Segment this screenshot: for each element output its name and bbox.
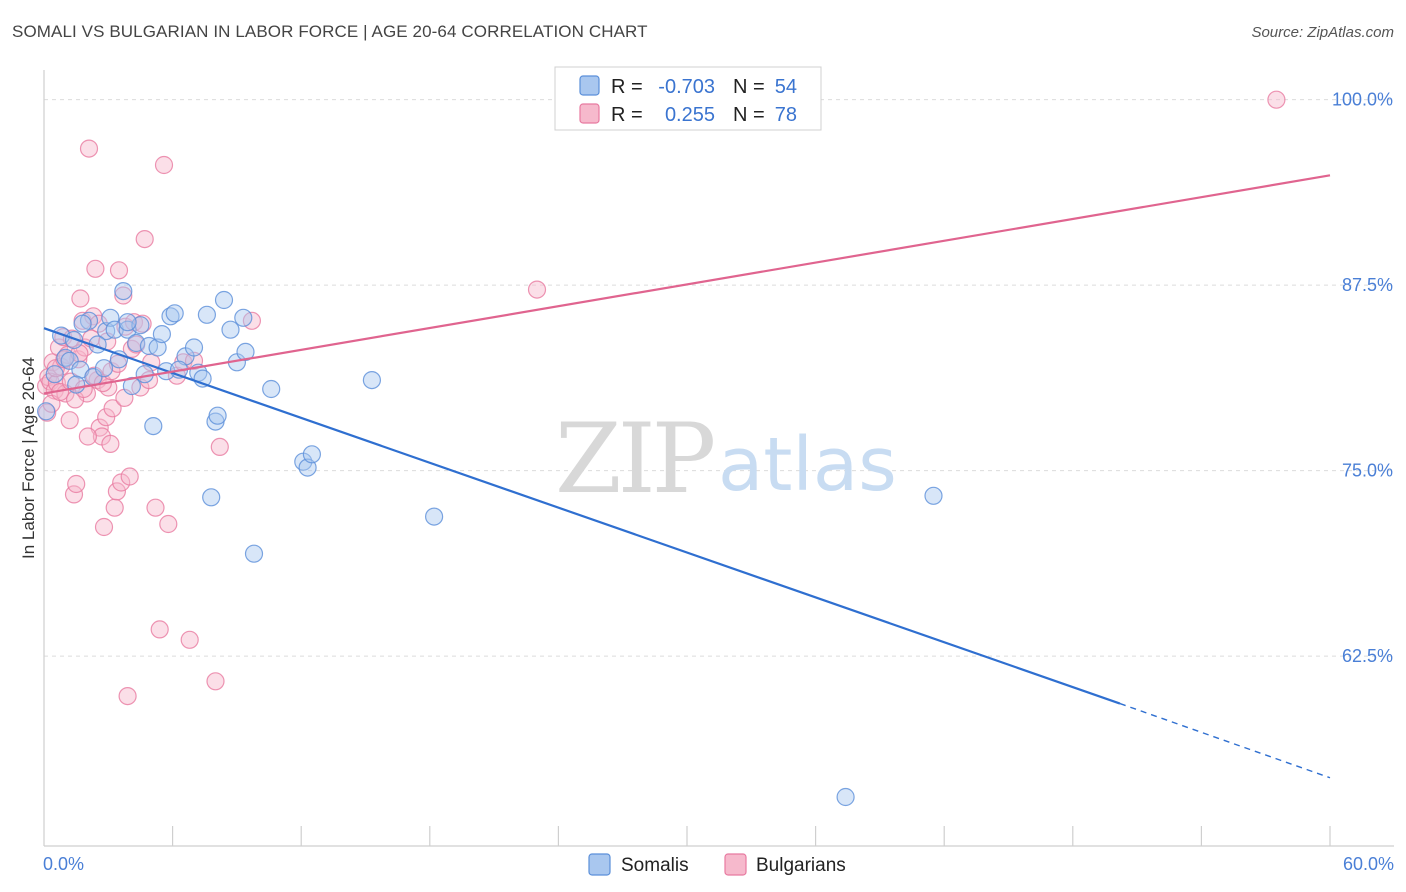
y-tick-label: 87.5% [1342,275,1393,295]
somali-point [144,417,163,436]
somalis-n-label: N = [733,76,765,98]
bulgarian-point [150,620,169,639]
somali-point [362,371,381,390]
bulgarian-point [86,259,105,278]
stats-legend: R = -0.703 N = 54 R = 0.255 N = 78 [554,66,822,131]
bulgarian-point [101,434,120,453]
somali-point [244,544,264,563]
chart-title: SOMALI VS BULGARIAN IN LABOR FORCE | AGE… [12,22,648,41]
somali-point [234,308,253,327]
bulgarian-point [146,498,165,517]
bulgarians-r-label: R = [611,104,643,126]
bulgarians-r-value: 0.255 [665,104,715,126]
somali-point [221,320,240,339]
bulgarian-point [109,261,129,280]
somali-point [425,507,444,526]
bulgarians-legend-swatch [724,853,747,876]
somali-point [262,379,281,399]
somali-point [202,488,221,507]
bulgarian-point [38,403,57,422]
bulgarian-point [94,517,114,537]
bulgarians-n-label: N = [733,104,765,126]
somali-point [101,308,120,327]
somalis-n-value: 54 [775,76,797,98]
bulgarian-point [71,289,90,308]
watermark-atlas: atlas [718,422,897,508]
somali-point [302,445,321,464]
x-tick-label-min: 0.0% [43,854,84,874]
x-tick-label-max: 60.0% [1343,854,1394,874]
somali-point [208,406,227,425]
bulgarian-point [67,474,86,494]
bulgarian-point [107,482,127,501]
bulgarian-point [97,408,116,427]
bulgarian-point [79,139,99,158]
somalis-legend-swatch [588,853,611,876]
somalis-trend-extension [1119,702,1331,779]
bulgarian-point [154,155,174,175]
somali-point [924,486,943,505]
bulgarians-points [36,90,1286,706]
trend-lines [43,174,1331,779]
bulgarian-point [210,437,229,456]
somali-point [114,282,133,301]
bulgarian-point [206,672,225,691]
bulgarians-swatch [579,103,600,124]
somali-point [836,787,855,807]
somali-point [236,342,255,361]
bulgarian-point [70,344,89,363]
somali-point [73,314,92,333]
watermark-zip: ZIP [555,403,714,515]
y-tick-label: 75.0% [1342,461,1393,481]
bulgarian-point [78,427,98,446]
bulgarians-legend-label: Bulgarians [756,855,846,876]
y-tick-label: 62.5% [1342,646,1393,666]
somali-point [135,365,154,384]
series-legend: Somalis Bulgarians [588,853,846,876]
y-tick-labels: 62.5% 75.0% 87.5% 100.0% [1332,90,1393,666]
bulgarian-point [180,630,199,649]
somalis-legend-label: Somalis [621,855,689,876]
bulgarian-point [135,230,154,249]
bulgarian-point [114,286,133,305]
somalis-r-label: R = [611,76,643,98]
somali-point [165,304,184,323]
bulgarian-point [184,351,204,370]
y-tick-label: 100.0% [1332,90,1393,110]
bulgarian-point [120,467,139,486]
somali-point [214,290,234,310]
bulgarian-point [105,498,124,517]
somali-point [94,359,114,378]
bulgarians-n-value: 78 [775,104,797,126]
bulgarian-point [1267,90,1286,109]
somali-point [118,313,137,332]
somalis-r-value: -0.703 [658,76,715,98]
bulgarians-trend-line [43,174,1331,395]
somali-point [64,330,84,350]
chart-source: Source: ZipAtlas.com [1251,24,1394,41]
somali-point [36,402,56,421]
somalis-points [36,282,943,807]
bulgarian-point [159,514,178,534]
bulgarian-point [527,280,547,299]
somali-point [45,365,64,384]
somalis-trend-line [43,327,1121,705]
somalis-swatch [579,75,600,96]
gridlines [44,99,1394,657]
somali-point [184,338,204,357]
y-axis-title: In Labor Force | Age 20-64 [19,357,38,559]
x-axis-ticks [172,826,1331,846]
somali-point [197,305,216,324]
somali-point [148,338,167,357]
bulgarian-point [60,411,79,430]
somali-point [67,375,86,394]
bulgarian-point [103,399,122,418]
somali-point [152,325,171,344]
bulgarian-point [118,686,137,706]
